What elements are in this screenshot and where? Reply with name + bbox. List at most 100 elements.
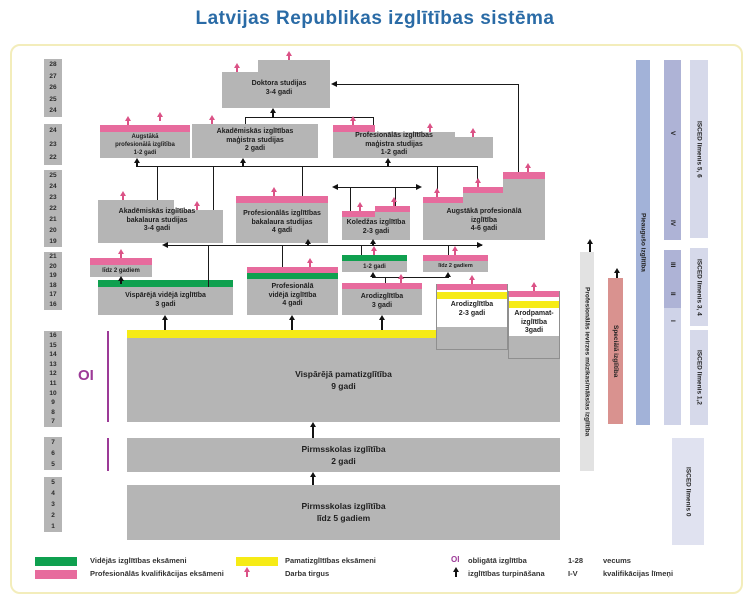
node-augprof46-label: Augstākā profesionālā izglītība 4-6 gadi (446, 208, 522, 232)
node-small1-label: līdz 2 gadiem (102, 268, 140, 274)
connector-line (282, 245, 283, 267)
connector-line (373, 277, 449, 278)
kval-level-II: II (664, 280, 681, 308)
pieauguso-bar: Pieaugušo izglītība (636, 60, 650, 425)
node-doktora-box-step (222, 72, 258, 108)
legend-vecums-range: 1-28 (568, 556, 584, 565)
node-koledza-box (342, 217, 375, 240)
legend-pink-swatch (35, 570, 77, 579)
darba-tirgus-arrow-icon (285, 51, 293, 60)
node-profbak-box (236, 203, 328, 243)
isced-12-label: ISCED līmenis 1,2 (695, 350, 703, 405)
prof-kval-bar (100, 125, 190, 132)
darba-tirgus-arrow-icon (349, 116, 357, 125)
continuation-arrow-icon (161, 315, 169, 330)
prof-kval-bar (375, 206, 410, 212)
node-augprof46-box (423, 203, 463, 240)
darba-tirgus-arrow-icon (119, 191, 127, 200)
prof-kval-bar (503, 172, 545, 179)
darba-tirgus-arrow-icon (156, 112, 164, 121)
connector-line (208, 245, 209, 287)
connector-line (335, 84, 518, 85)
darba-tirgus-arrow-icon (233, 63, 241, 72)
connector-line (361, 245, 362, 255)
age-strip-2: 24 23 22 (44, 124, 62, 165)
pamatizglitibas-eksameni-bar (509, 301, 559, 308)
darba-tirgus-arrow-icon (356, 202, 364, 211)
node-doktora-label: Doktora studijas 3-4 gadi (251, 80, 307, 96)
arrow-left-icon (331, 81, 337, 87)
continuation-arrow-icon (613, 268, 621, 278)
darba-tirgus-arrow-icon (270, 187, 278, 196)
arrow-left-icon (162, 242, 168, 248)
node-profmag-box-step (455, 137, 493, 158)
darba-tirgus-arrow-icon (117, 249, 125, 258)
kval-level-IV: IV (664, 207, 681, 240)
legend-oi-symbol: OI (451, 555, 460, 564)
legend-obligata-label: obligātā izglītība (468, 556, 527, 565)
kval-level-IV-label: IV (669, 220, 676, 227)
darba-tirgus-arrow-icon (124, 116, 132, 125)
continuation-arrow-icon (117, 276, 125, 284)
node-pirmsskolas-5-box (127, 485, 560, 540)
pamatizglitibas-eksameni-bar (127, 330, 437, 338)
darba-tirgus-arrow-icon (474, 178, 482, 187)
darba-tirgus-arrow-icon (208, 115, 216, 124)
prof-kval-bar (247, 267, 338, 273)
node-arod23-box: Arodizglītība 2-3 gadi (436, 284, 508, 350)
obligata-line (107, 438, 109, 471)
age-strip-5: 16 15 14 13 12 11 10 9 8 7 (44, 331, 62, 427)
legend-vecums-label: vecums (603, 556, 631, 565)
age-strip-6: 7 6 5 (44, 437, 62, 470)
page-title: Latvijas Republikas izglītības sistēma (195, 8, 555, 29)
node-vispvid-label: Vispārējā vidējā izglītība 3 gadi (125, 292, 206, 308)
kval-level-V-label: V (669, 131, 676, 136)
continuation-arrow-icon (304, 239, 312, 246)
prof-kval-bar (437, 284, 507, 290)
node-koledza-label: Koledžas izglītība 2-3 gadi (346, 219, 406, 235)
age-strip-3: 25 24 23 22 21 20 19 (44, 170, 62, 247)
node-small3-box (423, 261, 488, 272)
node-arodpamat-box: Arodpamat- izglītība 3gadi (508, 291, 560, 359)
prof-kval-bar (333, 125, 375, 132)
continuation-arrow-icon (378, 315, 386, 330)
prof-kval-bar (90, 258, 152, 265)
connector-line (437, 166, 438, 197)
prof-ievirzes-label: Profesionālās ievirzes mūzikas/mākslas i… (583, 286, 591, 437)
continuation-arrow-icon (269, 108, 277, 118)
connector-line (302, 166, 303, 196)
darba-tirgus-arrow-icon (243, 567, 251, 577)
prof-kval-bar (342, 283, 422, 289)
connector-line (373, 117, 374, 125)
speciala-label: Speciālā izglītība (612, 324, 619, 378)
kval-level-III-label: III (669, 262, 676, 268)
continuation-arrow-icon (288, 315, 296, 330)
node-doktora-box (258, 60, 330, 108)
darba-tirgus-arrow-icon (468, 275, 476, 284)
kval-level-II-label: II (669, 292, 676, 296)
legend-kval-limeni-label: kvalifikācijas līmeņi (603, 569, 674, 578)
legend-kval-range: I-V (568, 569, 578, 578)
darba-tirgus-arrow-icon (524, 163, 532, 172)
isced-12-bar: ISCED līmenis 1,2 (690, 330, 708, 425)
darba-tirgus-arrow-icon (433, 188, 441, 197)
arrow-right-icon (477, 242, 483, 248)
connector-line (157, 166, 158, 200)
connector-line (166, 245, 482, 246)
node-profmag-box (333, 132, 455, 158)
connector-line (245, 117, 374, 118)
node-arod3-label: Arodizglītība 3 gadi (360, 293, 404, 309)
continuation-arrow-icon (452, 567, 460, 577)
diagram-border (10, 44, 743, 594)
node-small2-box (342, 261, 407, 272)
isced-34-label: ISCED līmenis 3, 4 (695, 258, 703, 316)
node-pirmsskolas-5-label: Pirmsskolas izglītība līdz 5 gadiem (301, 501, 386, 523)
connector-line (336, 187, 417, 188)
node-pirmsskolas-2-label: Pirmsskolas izglītība 2 gadi (301, 444, 386, 466)
node-augprof12-label: Augstākā profesionālā izglītība 1-2 gadi (115, 134, 175, 156)
age-strip-1: 28 27 26 25 24 (44, 59, 62, 117)
darba-tirgus-arrow-icon (306, 258, 314, 267)
prof-kval-bar (509, 291, 559, 297)
node-akadbak-label: Akadēmiskās izglītības bakalaura studija… (118, 208, 196, 232)
